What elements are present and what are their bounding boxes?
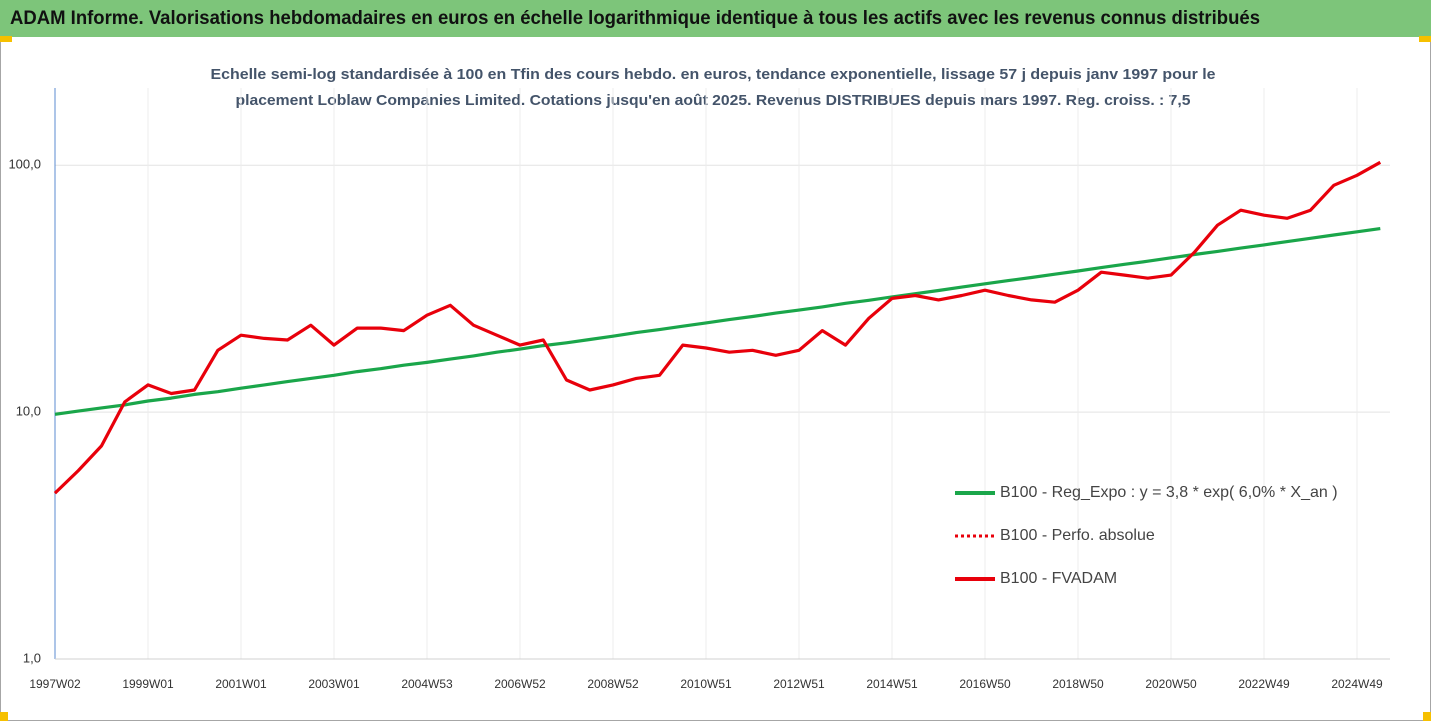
x-tick-label: 2006W52 — [494, 677, 546, 691]
series-line — [54, 227, 1381, 416]
header — [0, 0, 1431, 37]
x-tick-label: 2014W51 — [866, 677, 918, 691]
x-tick-label: 2001W01 — [215, 677, 267, 691]
legend-label: B100 - Perfo. absolue — [1000, 527, 1155, 544]
x-tick-label: 2012W51 — [773, 677, 825, 691]
chart-title: ADAM Informe. Valorisations hebdomadaire… — [10, 8, 1260, 29]
x-tick-label: 2022W49 — [1238, 677, 1290, 691]
x-tick-label: 2004W53 — [401, 677, 453, 691]
x-tick-label: 2008W52 — [587, 677, 639, 691]
subtitle: Echelle semi-log standardisée à 100 en T… — [211, 66, 1216, 83]
y-tick-label: 10,0 — [16, 404, 41, 419]
corner — [0, 712, 8, 721]
y-tick-label: 1,0 — [23, 650, 41, 665]
x-tick-label: 2020W50 — [1145, 677, 1197, 691]
x-tick-label: 1999W01 — [122, 677, 174, 691]
legend-label: B100 - Reg_Expo : y = 3,8 * exp( 6,0% * … — [1000, 484, 1338, 501]
x-tick-label: 1997W02 — [29, 677, 81, 691]
x-tick-label: 2003W01 — [308, 677, 360, 691]
corner — [0, 36, 12, 42]
subtitle: placement Loblaw Companies Limited. Cota… — [236, 92, 1191, 109]
x-tick-label: 2010W51 — [680, 677, 732, 691]
x-tick-label: 2018W50 — [1052, 677, 1104, 691]
corner — [1419, 36, 1431, 42]
corner — [1423, 712, 1431, 721]
series-line — [53, 160, 1382, 495]
legend-label: B100 - FVADAM — [1000, 570, 1117, 587]
x-tick-label: 2016W50 — [959, 677, 1011, 691]
y-tick-label: 100,0 — [8, 157, 41, 172]
x-tick-label: 2024W49 — [1331, 677, 1383, 691]
